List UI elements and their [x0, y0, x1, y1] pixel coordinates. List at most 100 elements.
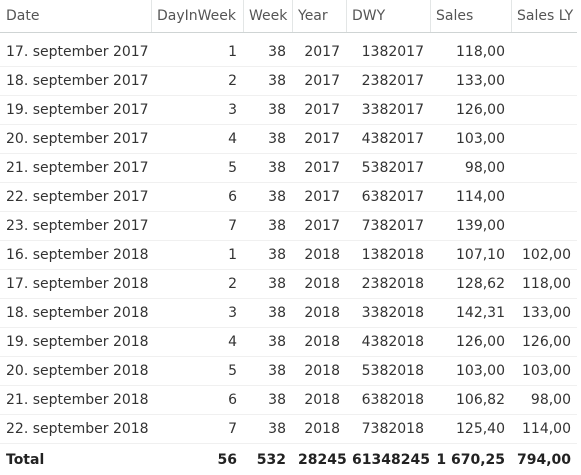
cell-sales: 142,31 [430, 299, 511, 328]
column-header-dayinweek[interactable]: DayInWeek [151, 0, 243, 33]
cell-sales-ly [511, 154, 577, 183]
cell-date: 16. september 2018 [0, 241, 151, 270]
cell-sales: 128,62 [430, 270, 511, 299]
cell-year: 2018 [292, 241, 346, 270]
cell-dayinweek: 7 [151, 212, 243, 241]
cell-year: 2017 [292, 154, 346, 183]
cell-year: 2018 [292, 299, 346, 328]
cell-date: 22. september 2017 [0, 183, 151, 212]
cell-date: 18. september 2017 [0, 67, 151, 96]
cell-dwy: 1382018 [346, 241, 430, 270]
cell-dwy: 2382017 [346, 67, 430, 96]
cell-dayinweek: 3 [151, 96, 243, 125]
cell-dayinweek: 6 [151, 386, 243, 415]
header-row: Date DayInWeek Week Year DWY Sales Sales… [0, 0, 577, 33]
cell-sales-ly: 114,00 [511, 415, 577, 444]
cell-date: 21. september 2017 [0, 154, 151, 183]
cell-week: 38 [243, 386, 292, 415]
column-header-year[interactable]: Year [292, 0, 346, 33]
cell-dayinweek: 5 [151, 154, 243, 183]
total-row: Total 56 532 28245 61348245 1 670,25 794… [0, 444, 577, 475]
cell-week: 38 [243, 415, 292, 444]
cell-date: 20. september 2018 [0, 357, 151, 386]
total-label: Total [0, 444, 151, 475]
cell-sales-ly: 98,00 [511, 386, 577, 415]
cell-sales: 103,00 [430, 125, 511, 154]
cell-dwy: 5382018 [346, 357, 430, 386]
cell-week: 38 [243, 241, 292, 270]
cell-dwy: 7382017 [346, 212, 430, 241]
cell-dayinweek: 4 [151, 125, 243, 154]
cell-sales: 126,00 [430, 328, 511, 357]
cell-sales-ly [511, 212, 577, 241]
cell-sales: 133,00 [430, 67, 511, 96]
cell-sales-ly: 103,00 [511, 357, 577, 386]
cell-sales: 118,00 [430, 38, 511, 67]
cell-dwy: 7382018 [346, 415, 430, 444]
cell-dwy: 4382018 [346, 328, 430, 357]
column-header-sales[interactable]: Sales [430, 0, 511, 33]
cell-year: 2018 [292, 270, 346, 299]
cell-date: 18. september 2018 [0, 299, 151, 328]
total-dayinweek: 56 [151, 444, 243, 475]
total-sales: 1 670,25 [430, 444, 511, 475]
cell-sales-ly [511, 38, 577, 67]
column-header-week[interactable]: Week [243, 0, 292, 33]
cell-dayinweek: 5 [151, 357, 243, 386]
cell-dayinweek: 1 [151, 241, 243, 270]
total-dwy: 61348245 [346, 444, 430, 475]
cell-date: 17. september 2018 [0, 270, 151, 299]
cell-date: 17. september 2017 [0, 38, 151, 67]
cell-sales-ly [511, 183, 577, 212]
cell-dwy: 6382017 [346, 183, 430, 212]
cell-sales: 114,00 [430, 183, 511, 212]
cell-year: 2018 [292, 415, 346, 444]
cell-date: 22. september 2018 [0, 415, 151, 444]
column-header-dwy[interactable]: DWY [346, 0, 430, 33]
cell-dwy: 3382018 [346, 299, 430, 328]
cell-sales: 125,40 [430, 415, 511, 444]
column-header-date[interactable]: Date [0, 0, 151, 33]
cell-week: 38 [243, 270, 292, 299]
cell-dwy: 5382017 [346, 154, 430, 183]
cell-date: 20. september 2017 [0, 125, 151, 154]
cell-dayinweek: 2 [151, 67, 243, 96]
cell-sales: 98,00 [430, 154, 511, 183]
cell-sales-ly [511, 125, 577, 154]
cell-dayinweek: 7 [151, 415, 243, 444]
cell-week: 38 [243, 38, 292, 67]
cell-dwy: 2382018 [346, 270, 430, 299]
column-header-sales-ly[interactable]: Sales LY [511, 0, 577, 33]
cell-dayinweek: 3 [151, 299, 243, 328]
total-week: 532 [243, 444, 292, 475]
cell-sales-ly: 102,00 [511, 241, 577, 270]
cell-dwy: 6382018 [346, 386, 430, 415]
cell-year: 2017 [292, 125, 346, 154]
cell-date: 19. september 2018 [0, 328, 151, 357]
total-year: 28245 [292, 444, 346, 475]
cell-year: 2017 [292, 96, 346, 125]
cell-week: 38 [243, 212, 292, 241]
cell-sales-ly [511, 96, 577, 125]
cell-year: 2017 [292, 67, 346, 96]
cell-year: 2018 [292, 386, 346, 415]
cell-sales-ly [511, 67, 577, 96]
cell-week: 38 [243, 183, 292, 212]
cell-sales: 106,82 [430, 386, 511, 415]
